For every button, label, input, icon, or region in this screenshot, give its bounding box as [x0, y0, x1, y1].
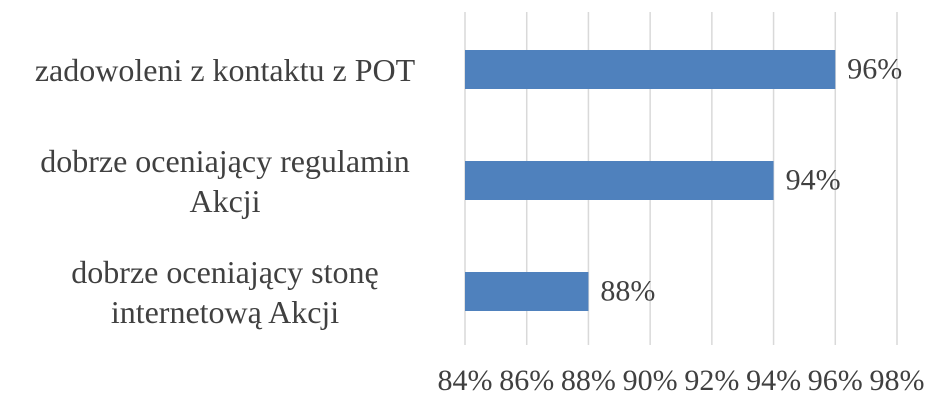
bar	[465, 272, 589, 311]
value-label: 96%	[847, 52, 902, 85]
x-tick-label: 90%	[623, 364, 678, 397]
category-label: zadowoleni z kontaktu z POT	[34, 51, 416, 88]
x-tick-label: 84%	[438, 364, 493, 397]
bar	[465, 161, 774, 200]
x-tick-label: 98%	[870, 364, 925, 397]
category-label: dobrze oceniający stonę internetową Akcj…	[71, 253, 379, 330]
value-label: 88%	[600, 274, 655, 307]
x-tick-label: 88%	[561, 364, 616, 397]
x-tick-label: 96%	[808, 364, 863, 397]
x-tick-label: 92%	[684, 364, 739, 397]
value-label: 94%	[786, 163, 841, 196]
x-tick-label: 94%	[746, 364, 801, 397]
x-tick-label: 86%	[499, 364, 554, 397]
category-label: dobrze oceniający regulamin Akcji	[40, 142, 410, 219]
bar	[465, 50, 836, 89]
